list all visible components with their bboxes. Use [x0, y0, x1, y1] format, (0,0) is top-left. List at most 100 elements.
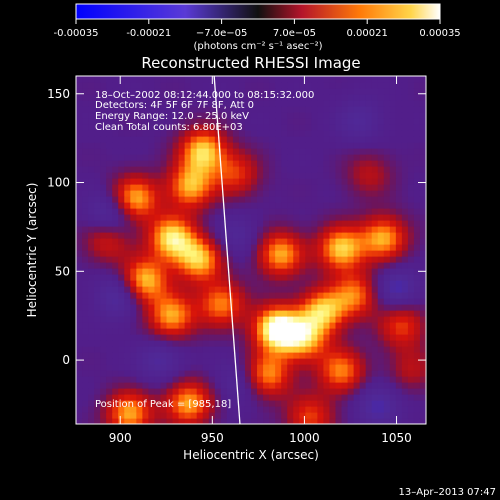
heatmap-cell — [124, 82, 131, 89]
heatmap-cell — [136, 244, 143, 251]
heatmap-cell — [136, 178, 143, 185]
heatmap-cell — [196, 340, 204, 347]
heatmap-cell — [335, 286, 343, 293]
heatmap-cell — [383, 142, 391, 149]
heatmap-cell — [341, 256, 349, 263]
heatmap-cell — [112, 406, 119, 413]
heatmap-cell — [251, 316, 258, 323]
heatmap-cell — [341, 178, 349, 185]
heatmap-cell — [335, 94, 343, 101]
heatmap-cell — [76, 244, 83, 251]
heatmap-cell — [347, 418, 355, 424]
heatmap-cell — [142, 100, 150, 107]
heatmap-cell — [136, 340, 143, 347]
heatmap-cell — [160, 382, 168, 389]
heatmap-cell — [106, 184, 113, 191]
heatmap-cell — [148, 124, 156, 131]
heatmap-cell — [293, 100, 300, 107]
heatmap-cell — [112, 346, 119, 353]
heatmap-cell — [88, 148, 95, 155]
heatmap-cell — [112, 82, 119, 89]
heatmap-cell — [275, 400, 282, 407]
heatmap-cell — [263, 346, 270, 353]
heatmap-cell — [184, 394, 192, 401]
heatmap-cell — [142, 262, 150, 269]
heatmap-cell — [184, 166, 192, 173]
heatmap-cell — [112, 298, 119, 305]
heatmap-cell — [395, 286, 403, 293]
heatmap-cell — [208, 376, 216, 383]
heatmap-cell — [196, 394, 204, 401]
heatmap-cell — [293, 286, 300, 293]
heatmap-cell — [377, 280, 385, 287]
heatmap-cell — [401, 94, 409, 101]
heatmap-cell — [293, 94, 300, 101]
heatmap-cell — [112, 190, 119, 197]
heatmap-cell — [359, 184, 367, 191]
heatmap-cell — [136, 310, 143, 317]
heatmap-cell — [106, 166, 113, 173]
heatmap-cell — [287, 160, 294, 167]
heatmap-cell — [305, 346, 312, 353]
heatmap-cell — [293, 226, 300, 233]
heatmap-cell — [389, 316, 397, 323]
heatmap-cell — [106, 190, 113, 197]
heatmap-cell — [244, 358, 252, 365]
heatmap-cell — [251, 364, 258, 371]
heatmap-cell — [244, 292, 252, 299]
heatmap-cell — [166, 142, 174, 149]
heatmap-cell — [166, 412, 174, 419]
heatmap-cell — [106, 376, 113, 383]
heatmap-cell — [232, 232, 240, 239]
heatmap-cell — [269, 160, 276, 167]
heatmap-cell — [269, 412, 276, 419]
heatmap-cell — [389, 364, 397, 371]
heatmap-cell — [118, 106, 125, 113]
heatmap-cell — [317, 118, 325, 125]
heatmap-cell — [395, 142, 403, 149]
heatmap-cell — [413, 148, 421, 155]
heatmap-cell — [166, 112, 174, 119]
y-tick-label: 50 — [55, 264, 70, 278]
heatmap-cell — [419, 304, 426, 311]
heatmap-cell — [148, 226, 156, 233]
heatmap-cell — [389, 130, 397, 137]
heatmap-cell — [377, 256, 385, 263]
heatmap-cell — [214, 148, 222, 155]
heatmap-cell — [154, 88, 162, 95]
heatmap-cell — [263, 196, 270, 203]
heatmap-cell — [136, 154, 143, 161]
heatmap-cell — [401, 250, 409, 257]
heatmap-cell — [178, 196, 186, 203]
heatmap-cell — [244, 352, 252, 359]
heatmap-cell — [106, 208, 113, 215]
heatmap-cell — [395, 244, 403, 251]
heatmap-cell — [118, 172, 125, 179]
heatmap-cell — [178, 256, 186, 263]
heatmap-cell — [317, 406, 325, 413]
heatmap-cell — [269, 118, 276, 125]
heatmap-cell — [305, 376, 312, 383]
heatmap-cell — [118, 88, 125, 95]
heatmap-cell — [365, 166, 373, 173]
heatmap-cell — [281, 124, 288, 131]
heatmap-cell — [238, 160, 246, 167]
heatmap-cell — [112, 112, 119, 119]
heatmap-cell — [82, 202, 89, 209]
heatmap-cell — [335, 130, 343, 137]
heatmap-cell — [317, 238, 325, 245]
heatmap-cell — [323, 256, 331, 263]
heatmap-cell — [389, 382, 397, 389]
heatmap-cell — [311, 232, 318, 239]
heatmap-cell — [196, 190, 204, 197]
heatmap-cell — [401, 178, 409, 185]
heatmap-cell — [106, 112, 113, 119]
heatmap-cell — [148, 280, 156, 287]
heatmap-cell — [299, 328, 306, 335]
heatmap-cell — [214, 190, 222, 197]
heatmap-cell — [208, 370, 216, 377]
heatmap-cell — [184, 268, 192, 275]
heatmap-cell — [281, 94, 288, 101]
heatmap-cell — [172, 286, 180, 293]
heatmap-cell — [383, 178, 391, 185]
